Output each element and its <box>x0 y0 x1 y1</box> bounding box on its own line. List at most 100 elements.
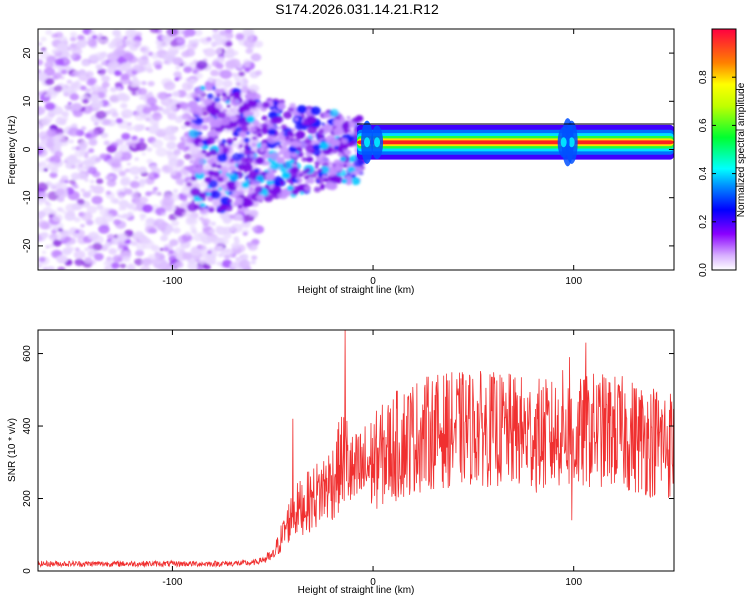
spectrogram-blob <box>307 126 318 135</box>
spectrogram-blob <box>98 52 106 59</box>
spectrogram-blob <box>238 190 244 196</box>
spectrogram-blob <box>38 106 46 115</box>
spectrogram-blob <box>297 152 304 158</box>
spectrogram-blob <box>49 172 58 179</box>
spectrogram-blob <box>46 128 58 138</box>
spectrogram-blob <box>244 63 251 68</box>
spectrogram-blob <box>70 54 76 59</box>
spectrogram-blob <box>278 151 283 156</box>
tone-band-bump-core <box>364 137 371 148</box>
spectrogram-blob <box>193 203 201 210</box>
spectrogram-blob <box>71 47 83 56</box>
spectrogram-blob <box>238 259 251 269</box>
spectrogram-blob <box>168 158 179 167</box>
spectrogram-blob <box>134 112 146 121</box>
spectrogram-blob <box>136 244 146 252</box>
spectrogram-blob <box>134 157 139 161</box>
spectrogram-blob <box>146 158 154 164</box>
spectrogram-blob <box>251 142 257 147</box>
spectrogram-blob <box>118 65 128 72</box>
spectrogram-blob <box>216 207 222 213</box>
spectrogram-blob <box>222 226 234 235</box>
spectrogram-blob <box>179 168 186 174</box>
spectrogram-blob <box>234 79 246 88</box>
spectrogram-blob <box>84 257 93 264</box>
spectrogram-blob <box>57 207 64 212</box>
spectrogram-blob <box>229 261 240 270</box>
spectrogram-blob <box>242 232 248 236</box>
spectrogram-blob <box>68 127 80 137</box>
spectrogram-blob <box>197 163 202 167</box>
spectrogram-blob <box>302 126 308 131</box>
spectrogram-blob <box>255 174 264 182</box>
spectrogram-blob <box>42 250 47 254</box>
spectrogram-blob <box>119 253 124 258</box>
spectrogram-blob <box>85 70 94 78</box>
spectrogram-blob <box>49 183 55 188</box>
spectrogram-blob <box>182 30 187 35</box>
spectrogram-blob <box>113 151 123 159</box>
spectrogram-blob <box>295 130 306 140</box>
spectrogram-blob <box>156 91 167 100</box>
spectrogram-blob <box>204 176 212 183</box>
spectrogram-blob <box>351 117 359 124</box>
spectrogram-blob <box>110 86 118 93</box>
spectrogram-blob <box>80 223 85 228</box>
spectrogram-blob <box>318 128 325 134</box>
spectrogram-blob <box>210 260 216 265</box>
spectrogram-blob <box>207 250 212 255</box>
spectrogram-blob <box>224 29 233 34</box>
spectrogram-blob <box>219 35 228 43</box>
spectrogram-blob <box>127 122 132 126</box>
spectrogram-blob <box>221 259 233 269</box>
spectrogram-blob <box>261 115 268 121</box>
spectrogram-ytick-label: 20 <box>22 47 33 59</box>
spectrogram-blob <box>228 189 240 199</box>
spectrogram-blob <box>169 193 180 202</box>
spectrogram-blob <box>65 203 77 213</box>
spectrogram-blob <box>119 263 127 269</box>
spectrogram-blob <box>221 96 228 102</box>
spectrogram-blob <box>106 233 115 240</box>
spectrogram-blob <box>145 217 155 225</box>
spectrogram-blob <box>226 138 234 145</box>
spectrogram-blob <box>289 102 296 109</box>
spectrogram-blob <box>138 166 147 173</box>
spectrogram-blob <box>124 168 130 173</box>
spectrogram-blob <box>71 102 83 111</box>
spectrogram-blob <box>341 178 348 184</box>
spectrogram-blob <box>126 125 134 132</box>
spectrogram-blob <box>105 190 112 195</box>
spectrogram-blob <box>203 264 211 270</box>
spectrogram-blob <box>38 41 43 47</box>
spectrogram-blob <box>294 117 299 121</box>
spectrogram-blob <box>228 165 237 172</box>
spectrogram-blob <box>179 102 189 110</box>
spectrogram-blob <box>139 95 145 100</box>
spectrogram-blob <box>210 221 217 226</box>
spectrogram-blob <box>231 72 238 78</box>
spectrogram-blob <box>243 148 252 156</box>
spectrogram-blob <box>106 179 117 187</box>
spectrogram-blob <box>89 30 96 36</box>
spectrogram-blob <box>230 223 243 233</box>
spectrogram-blob <box>244 67 251 73</box>
spectrogram-blob <box>81 60 89 67</box>
spectrogram-blob <box>343 164 348 168</box>
spectrogram-blob <box>256 194 265 201</box>
spectrogram-blob <box>163 98 169 103</box>
spectrogram-blob <box>244 80 249 84</box>
spectrogram-blob <box>92 242 103 251</box>
spectrogram-blob <box>209 228 216 234</box>
spectrogram-blob <box>333 159 342 166</box>
spectrogram-blob <box>53 85 63 93</box>
spectrogram-blob <box>49 236 55 241</box>
spectrogram-blob <box>38 124 44 130</box>
spectrogram-blob <box>88 166 93 170</box>
spectrogram-blob <box>243 32 255 41</box>
spectrogram-blob <box>250 53 262 62</box>
spectrogram-blob <box>333 126 344 136</box>
spectrogram-blob <box>38 213 44 218</box>
spectrogram-blob <box>135 249 145 257</box>
spectrogram-blob <box>178 235 190 244</box>
